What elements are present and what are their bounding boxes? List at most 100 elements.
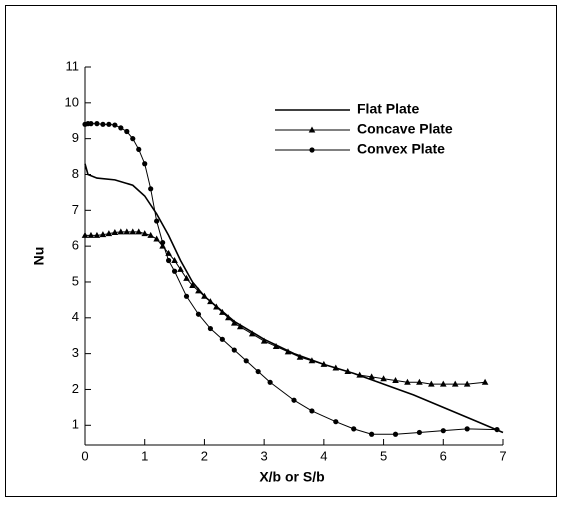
x-tick-label: 2 [201, 448, 208, 463]
point [148, 186, 154, 192]
point [117, 228, 125, 235]
point [207, 325, 213, 332]
point [183, 274, 190, 281]
point [201, 292, 208, 299]
point [99, 231, 107, 238]
point [112, 122, 118, 128]
point [344, 368, 352, 375]
point [154, 218, 160, 224]
y-tick-label: 6 [72, 238, 79, 253]
point [225, 314, 232, 321]
point [136, 146, 142, 153]
series-line [85, 231, 486, 385]
point [380, 375, 387, 382]
y-tick-label: 7 [72, 202, 79, 217]
point [260, 337, 268, 344]
y-tick-label: 1 [72, 417, 79, 432]
point [332, 364, 340, 371]
legend-marker [308, 126, 316, 133]
point [404, 378, 411, 385]
point [141, 230, 149, 237]
point [351, 426, 357, 432]
point [153, 235, 160, 242]
point [81, 231, 89, 238]
point [369, 431, 375, 437]
point [105, 230, 113, 237]
y-tick-label: 5 [72, 273, 79, 288]
point [296, 353, 304, 360]
point [392, 377, 399, 384]
point [189, 282, 196, 289]
point [94, 121, 100, 127]
point [451, 380, 459, 387]
point [236, 323, 244, 330]
y-tick-label: 3 [72, 345, 79, 360]
point [494, 426, 500, 433]
point [320, 360, 328, 367]
legend-label: Convex Plate [357, 141, 445, 157]
legend-marker [309, 147, 315, 153]
point [267, 379, 273, 385]
point [147, 231, 154, 238]
point [171, 256, 178, 263]
point [464, 426, 470, 432]
point [440, 428, 446, 434]
point [130, 136, 136, 142]
x-tick-label: 6 [440, 448, 447, 463]
point [142, 161, 148, 167]
x-axis-label: X/b or S/b [259, 469, 324, 485]
point [195, 311, 202, 317]
frame [5, 5, 557, 497]
x-tick-label: 1 [141, 448, 148, 463]
y-tick-label: 11 [66, 58, 80, 73]
point [255, 368, 261, 375]
y-tick-label: 10 [65, 94, 79, 109]
point [100, 121, 106, 127]
y-tick-label: 4 [72, 309, 79, 324]
point [87, 231, 95, 238]
point [219, 308, 226, 315]
point [160, 239, 166, 246]
series-line [84, 123, 498, 435]
point [88, 121, 94, 127]
point [416, 378, 423, 385]
point [195, 287, 202, 294]
y-axis-label: Nu [31, 247, 47, 266]
point [183, 293, 190, 299]
point [231, 347, 237, 353]
point [428, 380, 435, 387]
point [308, 357, 316, 364]
x-tick-label: 4 [320, 448, 327, 463]
legend-label: Flat Plate [357, 101, 419, 117]
point [123, 228, 131, 235]
point [392, 431, 399, 437]
y-tick-label: 8 [72, 166, 79, 181]
point [124, 128, 130, 135]
point [219, 336, 225, 342]
x-tick-label: 5 [380, 448, 387, 463]
point [416, 429, 422, 436]
point [463, 380, 471, 387]
point [439, 380, 447, 387]
point [118, 125, 124, 131]
x-tick-label: 3 [261, 448, 268, 463]
point [166, 257, 172, 264]
y-tick-label: 2 [72, 381, 79, 396]
point [481, 378, 489, 385]
point [171, 268, 178, 274]
point [213, 303, 220, 310]
point [333, 419, 339, 425]
point [291, 397, 297, 403]
point [111, 229, 119, 236]
point [243, 358, 249, 364]
point [106, 121, 112, 127]
point [309, 408, 315, 414]
point [284, 348, 292, 355]
point [93, 231, 101, 238]
y-tick-label: 9 [72, 130, 79, 145]
point [177, 265, 184, 272]
point [207, 298, 214, 305]
point [230, 319, 238, 326]
point [129, 228, 137, 235]
